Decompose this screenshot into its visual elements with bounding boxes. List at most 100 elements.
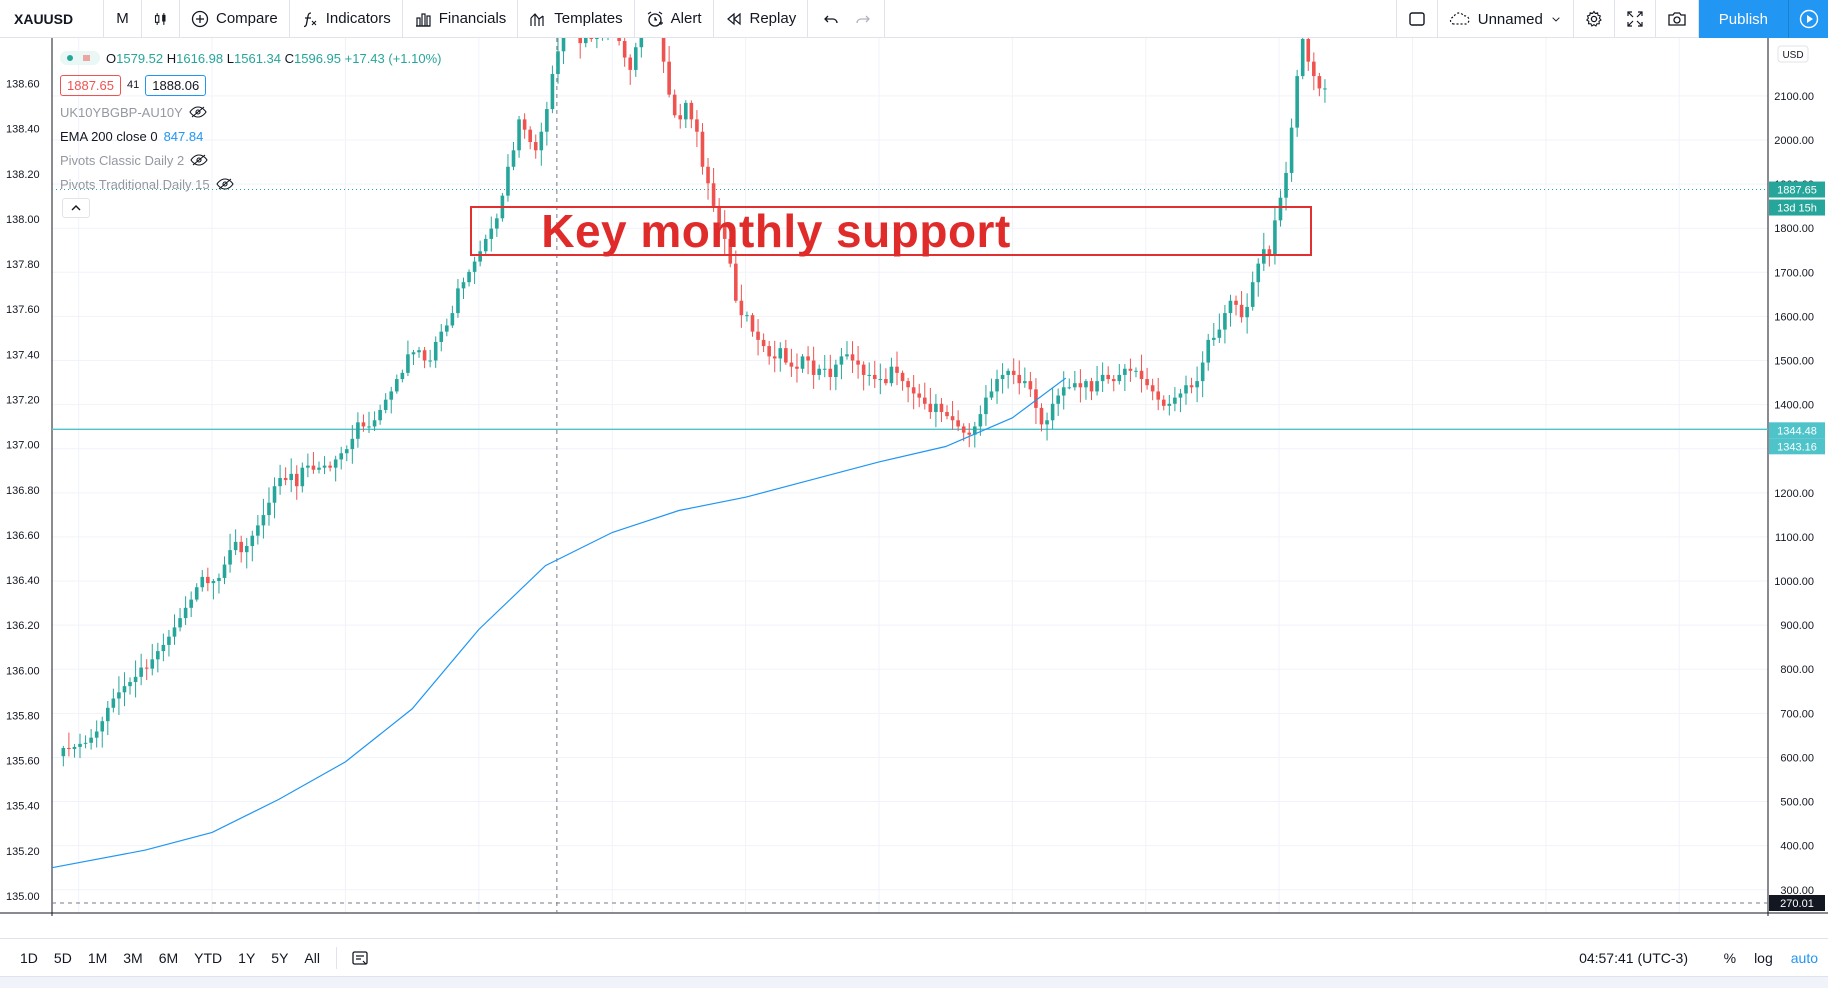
candle-body — [595, 38, 599, 39]
replay-button[interactable]: Replay — [714, 0, 809, 38]
candle-body — [167, 636, 171, 645]
candle-body — [1195, 381, 1199, 388]
bottom-panel-strip — [0, 976, 1828, 988]
indicator-name: EMA 200 close 0 — [60, 128, 158, 144]
settings-button[interactable] — [1574, 0, 1615, 38]
alert-button[interactable]: Alert — [635, 0, 714, 38]
range-5d[interactable]: 5D — [53, 949, 72, 966]
candle-body — [856, 360, 860, 365]
play-button[interactable] — [1788, 0, 1828, 38]
candle-body — [183, 607, 188, 619]
candle-body — [1273, 220, 1277, 256]
range-6m[interactable]: 6M — [158, 949, 179, 966]
fullscreen-button[interactable] — [1615, 0, 1656, 38]
left-tick-label: 136.80 — [6, 485, 40, 497]
chart-type-button[interactable] — [142, 0, 180, 38]
range-ytd[interactable]: YTD — [194, 949, 223, 966]
candle-body — [300, 467, 305, 487]
candle-body — [1295, 76, 1299, 128]
legend-collapse-button[interactable] — [62, 198, 90, 218]
candle-body — [1239, 304, 1244, 318]
indicator-row-ema[interactable]: EMA 200 close 0 847.84 — [60, 124, 442, 148]
ohlc-row: O1579.52 H1616.98 L1561.34 C1596.95 +17.… — [60, 46, 442, 70]
compare-button[interactable]: Compare — [180, 0, 290, 38]
left-tick-label: 137.00 — [6, 440, 40, 452]
candle-body — [200, 576, 205, 588]
candle-body — [772, 356, 777, 359]
right-tick-label: 1600.00 — [1774, 311, 1814, 323]
candle-body — [1161, 399, 1166, 406]
candle-body — [539, 131, 544, 151]
candle-body — [1217, 329, 1222, 338]
candle-body — [684, 102, 688, 120]
snapshot-button[interactable] — [1656, 0, 1699, 38]
candle-body — [984, 397, 988, 415]
templates-button[interactable]: Templates — [518, 0, 635, 38]
candle-body — [472, 261, 477, 272]
range-1y[interactable]: 1Y — [238, 949, 256, 966]
publish-button[interactable]: Publish — [1698, 0, 1788, 38]
candle-body — [1234, 300, 1238, 305]
candle-body — [939, 403, 944, 413]
candle-body — [828, 368, 833, 377]
candle-body — [884, 379, 888, 384]
countdown-label: 13d 15h — [1777, 203, 1817, 215]
buy-price-button[interactable]: 1888.06 — [145, 74, 207, 96]
indicators-button[interactable]: Indicators — [290, 0, 403, 38]
financials-label: Financials — [438, 10, 507, 27]
candle-body — [1250, 282, 1255, 307]
range-5y[interactable]: 5Y — [271, 949, 289, 966]
candle-body — [945, 412, 949, 417]
eye-hidden-icon[interactable] — [215, 178, 234, 190]
candle-body — [361, 422, 366, 427]
candle-body — [706, 166, 710, 184]
indicator-row-pivots-classic[interactable]: Pivots Classic Daily 2 — [60, 148, 442, 172]
interval-button[interactable]: M — [104, 0, 142, 38]
candle-body — [1289, 127, 1294, 173]
indicator-row-uk10y[interactable]: UK10YBGBP-AU10Y — [60, 100, 442, 124]
market-status-icon — [60, 51, 100, 65]
candle-body — [761, 339, 766, 347]
candle-body — [583, 38, 588, 44]
candle-body — [467, 271, 471, 283]
clock[interactable]: 04:57:41 (UTC-3) — [1579, 939, 1688, 977]
left-tick-label: 136.20 — [6, 620, 40, 632]
goto-date-icon[interactable] — [351, 949, 369, 967]
sell-price-button[interactable]: 1887.65 — [60, 74, 121, 96]
candle-body — [128, 682, 132, 687]
chart-area[interactable]: 2100.002000.001900.001800.001700.001600.… — [0, 38, 1828, 916]
indicator-row-pivots-traditional[interactable]: Pivots Traditional Daily 15 — [60, 172, 442, 196]
layout-toggle-button[interactable] — [1395, 0, 1438, 38]
symbol-search[interactable]: XAUUSD — [0, 0, 104, 38]
eye-hidden-icon[interactable] — [190, 154, 208, 166]
eye-hidden-icon[interactable] — [189, 106, 207, 118]
log-scale-button[interactable]: log — [1754, 950, 1773, 966]
price-chart[interactable]: 2100.002000.001900.001800.001700.001600.… — [0, 38, 1828, 916]
candle-body — [639, 38, 644, 48]
support-annotation-box[interactable]: Key monthly support — [470, 205, 1312, 257]
range-1d[interactable]: 1D — [20, 949, 38, 966]
auto-scale-button[interactable]: auto — [1790, 950, 1818, 966]
layout-name-button[interactable]: Unnamed — [1438, 0, 1574, 38]
cursor-price-label: 270.01 — [1780, 898, 1814, 910]
cloud-icon — [1449, 12, 1470, 25]
financials-button[interactable]: Financials — [403, 0, 519, 38]
candle-body — [922, 397, 927, 404]
candle-body — [261, 515, 266, 526]
candle-body — [356, 422, 360, 439]
candle-body — [339, 453, 344, 460]
redo-button[interactable] — [848, 0, 886, 38]
range-1m[interactable]: 1M — [87, 949, 108, 966]
candle-body — [672, 94, 677, 116]
right-tick-label: 1500.00 — [1774, 356, 1814, 368]
percent-scale-button[interactable]: % — [1723, 950, 1737, 966]
clock-time: 04:57:41 (UTC-3) — [1579, 950, 1688, 966]
undo-button[interactable] — [808, 0, 848, 38]
candle-body — [133, 676, 138, 683]
range-3m[interactable]: 3M — [123, 949, 143, 966]
range-all[interactable]: All — [304, 949, 320, 966]
candle-body — [950, 416, 955, 421]
candle-body — [989, 391, 994, 398]
candle-body — [139, 667, 143, 677]
candle-body — [1056, 395, 1060, 404]
